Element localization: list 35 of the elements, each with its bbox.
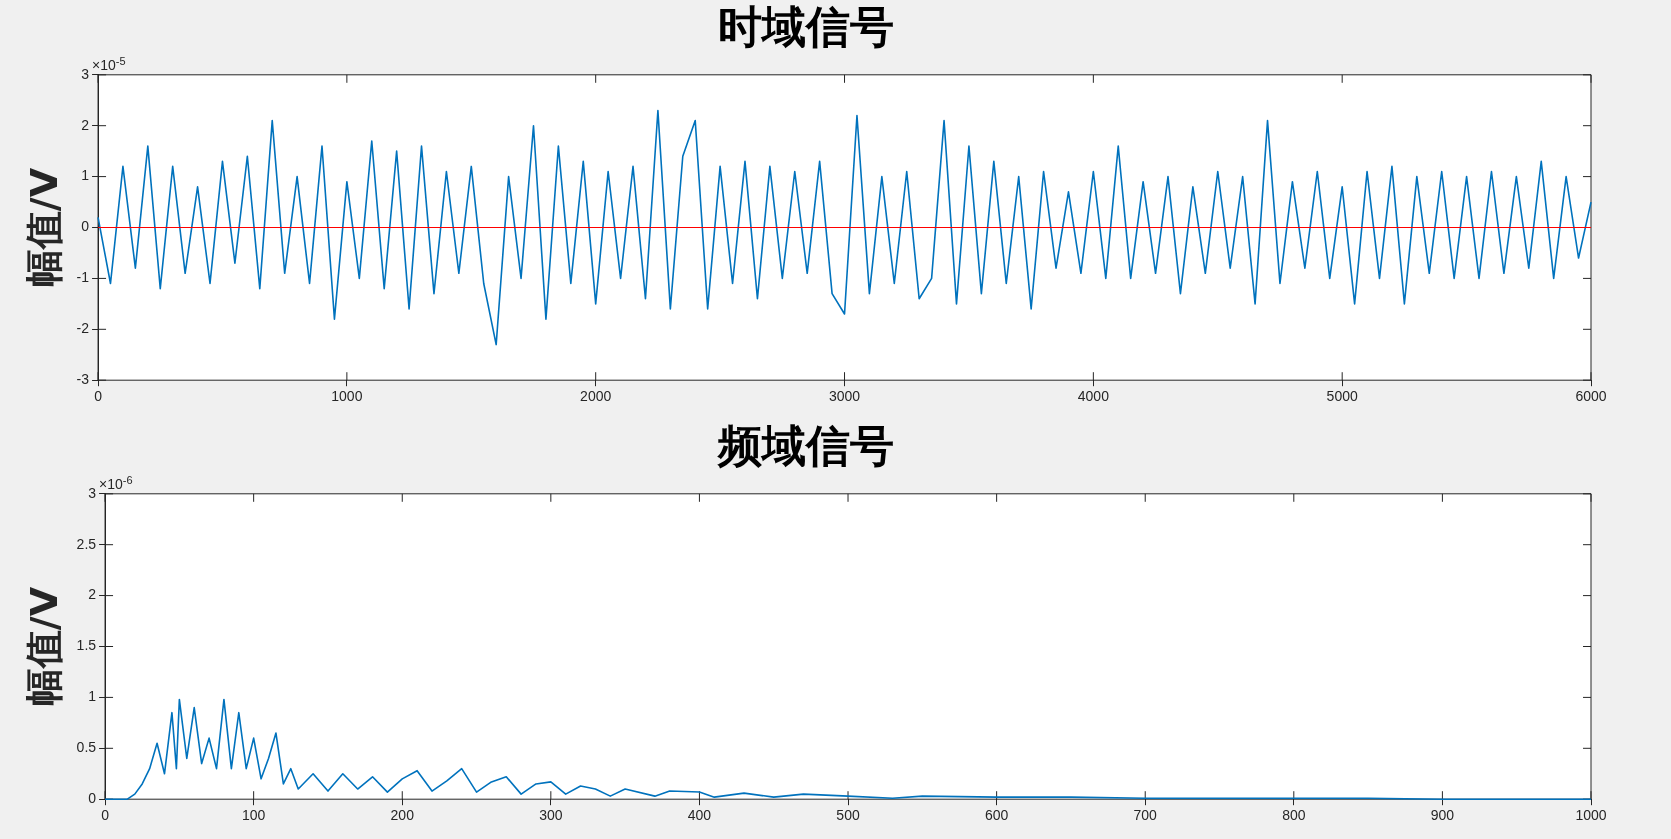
x-tick-label: 200 bbox=[390, 807, 415, 824]
x-tick-label: 1000 bbox=[1575, 807, 1607, 824]
y-tick-label: 2.5 bbox=[76, 535, 97, 552]
chart-title: 频域信号 bbox=[716, 421, 894, 471]
x-tick-label: 400 bbox=[687, 807, 712, 824]
y-axis-title: 幅值/V bbox=[21, 586, 66, 707]
y-tick-label: -2 bbox=[76, 320, 90, 337]
x-tick-label: 6000 bbox=[1575, 388, 1607, 405]
x-tick-label: 700 bbox=[1133, 807, 1158, 824]
x-tick-label: 300 bbox=[539, 807, 563, 824]
y-tick-label: 2 bbox=[88, 586, 97, 603]
y-tick-label: 0.5 bbox=[76, 739, 97, 756]
y-tick-label: 2 bbox=[81, 116, 90, 133]
y-tick-label: 0 bbox=[88, 790, 97, 807]
x-tick-label: 1000 bbox=[331, 388, 363, 405]
x-tick-label: 500 bbox=[836, 807, 860, 824]
x-tick-label: 600 bbox=[984, 807, 1009, 824]
y-tick-label: -1 bbox=[76, 269, 90, 286]
x-tick-label: 900 bbox=[1430, 807, 1455, 824]
x-tick-label: 800 bbox=[1282, 807, 1306, 824]
x-tick-label: 2000 bbox=[580, 388, 612, 405]
y-tick-label: 1 bbox=[88, 688, 97, 705]
y-tick-label: 0 bbox=[81, 218, 90, 235]
y-axis-title: 幅值/V bbox=[21, 167, 66, 288]
x-tick-label: 100 bbox=[241, 807, 266, 824]
y-tick-label: 3 bbox=[81, 65, 90, 82]
x-tick-label: 3000 bbox=[828, 388, 861, 405]
y-tick-label: -3 bbox=[76, 371, 90, 388]
y-tick-label: 3 bbox=[88, 484, 97, 501]
x-tick-label: 5000 bbox=[1326, 388, 1358, 405]
x-tick-label: 4000 bbox=[1077, 388, 1110, 405]
chart-title: 时域信号 bbox=[717, 2, 894, 52]
y-tick-label: 1 bbox=[81, 167, 90, 184]
x-tick-label: 0 bbox=[101, 807, 110, 824]
y-tick-label: 1.5 bbox=[76, 637, 97, 654]
